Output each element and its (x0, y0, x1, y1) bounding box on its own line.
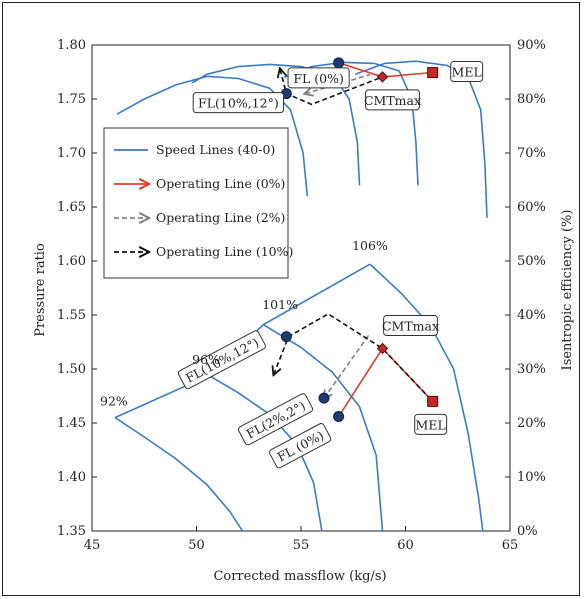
marker-cmtmax (376, 71, 389, 83)
y2-tick-label: 20% (517, 416, 546, 431)
plot-axes (91, 44, 511, 532)
marker-flight-level (318, 392, 330, 404)
markers (280, 57, 439, 423)
label-mel-bot-text: MEL (416, 417, 446, 432)
speed-label: 92% (100, 393, 128, 408)
y2-tick-label: 90% (517, 38, 546, 53)
y2-tick-label: 40% (517, 308, 546, 323)
label-fl10-bot: FL(10%,12°) (177, 330, 266, 390)
speed-line-pr (369, 263, 484, 532)
y-tick-label: 1.75 (57, 92, 86, 107)
y-tick-label: 1.70 (57, 146, 86, 161)
y2-tick-label: 10% (517, 470, 546, 485)
y2-tick-label: 50% (517, 254, 546, 269)
marker-mel (427, 395, 439, 407)
x-tick-label: 50 (188, 538, 205, 553)
y2-tick-label: 60% (517, 200, 546, 215)
operating-line-efficiency (280, 69, 383, 106)
speed-label: 106% (352, 238, 388, 253)
y2-tick-label: 0% (517, 524, 538, 539)
label-fl0-bot-box (269, 423, 332, 469)
legend-entry: Operating Line (2%) (156, 210, 285, 225)
label-cmt-bot-text: CMTmax (382, 318, 439, 333)
x-tick-label: 65 (502, 538, 519, 553)
label-mel-bot-box (414, 413, 448, 435)
y-tick-label: 1.35 (57, 524, 86, 539)
legend-entry: Speed Lines (40-0) (156, 142, 275, 157)
speed-line-efficiency (355, 60, 488, 218)
y-tick-label: 1.65 (57, 200, 86, 215)
label-cmt-top-text: CMTmax (364, 93, 421, 108)
label-fl10-bot-box (177, 330, 266, 390)
speed-line-pr (208, 374, 323, 532)
speed-label: 101% (262, 297, 298, 312)
x-tick-label: 45 (84, 538, 101, 553)
label-fl0-top-text: FL (0%) (293, 71, 344, 86)
legend-box (103, 127, 289, 279)
y-axis-label: Pressure ratio (33, 243, 48, 337)
speed-label: 96% (192, 352, 220, 367)
label-fl2-bot-box (237, 393, 314, 446)
label-fl10-top-box (192, 92, 285, 114)
marker-mel (427, 67, 439, 79)
label-mel-bot: MEL (414, 413, 448, 435)
speed-line-efficiency (284, 61, 419, 186)
y-tick-label: 1.80 (57, 38, 86, 53)
label-fl0-top: FL (0%) (287, 67, 350, 89)
label-fl10-top-text: FL(10%,12°) (198, 96, 279, 111)
y-tick-label: 1.60 (57, 254, 86, 269)
y2-axis-label: Isentropic efficiency (%) (560, 210, 575, 371)
y2-tick-label: 30% (517, 362, 546, 377)
x-tick-label: 55 (293, 538, 310, 553)
speed-line-efficiency (191, 63, 361, 186)
y-tick-label: 1.45 (57, 416, 86, 431)
y2-tick-label: 80% (517, 92, 546, 107)
label-mel-top-box (450, 61, 484, 83)
label-cmt-bot-box (383, 314, 438, 336)
label-mel-top-text: MEL (452, 65, 482, 80)
label-cmt-bot: CMTmax (382, 314, 439, 336)
y-tick-label: 1.50 (57, 362, 86, 377)
y-tick-label: 1.55 (57, 308, 86, 323)
legend-entry: Operating Line (0%) (156, 176, 285, 191)
plot-area-box (91, 44, 511, 532)
operating-line-pr (324, 332, 371, 398)
legend: Speed Lines (40-0) Operating Line (0%) Ope… (103, 127, 293, 279)
y-tick-label: 1.40 (57, 470, 86, 485)
x-tick-label: 60 (397, 538, 414, 553)
speed-line-efficiency (116, 75, 309, 197)
tick-labels: 45 50 55 60 65 1.35 1.40 1.45 1.50 1.55 1.60 1.65 1.… (57, 38, 546, 553)
label-mel-top: MEL (450, 61, 484, 83)
x-axis-label: Corrected massflow (kg/s) (213, 569, 386, 584)
speed-line-pr (262, 324, 384, 532)
operating-line-pr (274, 312, 434, 402)
label-fl10-top: FL(10%,12°) (192, 92, 285, 114)
marker-flight-level (333, 57, 345, 69)
speed-line-pr (114, 416, 244, 532)
y2-tick-label: 70% (517, 146, 546, 161)
label-cmt-top: CMTmax (364, 89, 421, 111)
marker-cmtmax (376, 342, 389, 355)
marker-flight-level (280, 331, 292, 343)
label-cmt-top-box (365, 89, 420, 111)
legend-entry: Operating Line (10%) (156, 244, 293, 259)
marker-flight-level (333, 411, 345, 423)
label-fl0-top-box (287, 67, 350, 89)
